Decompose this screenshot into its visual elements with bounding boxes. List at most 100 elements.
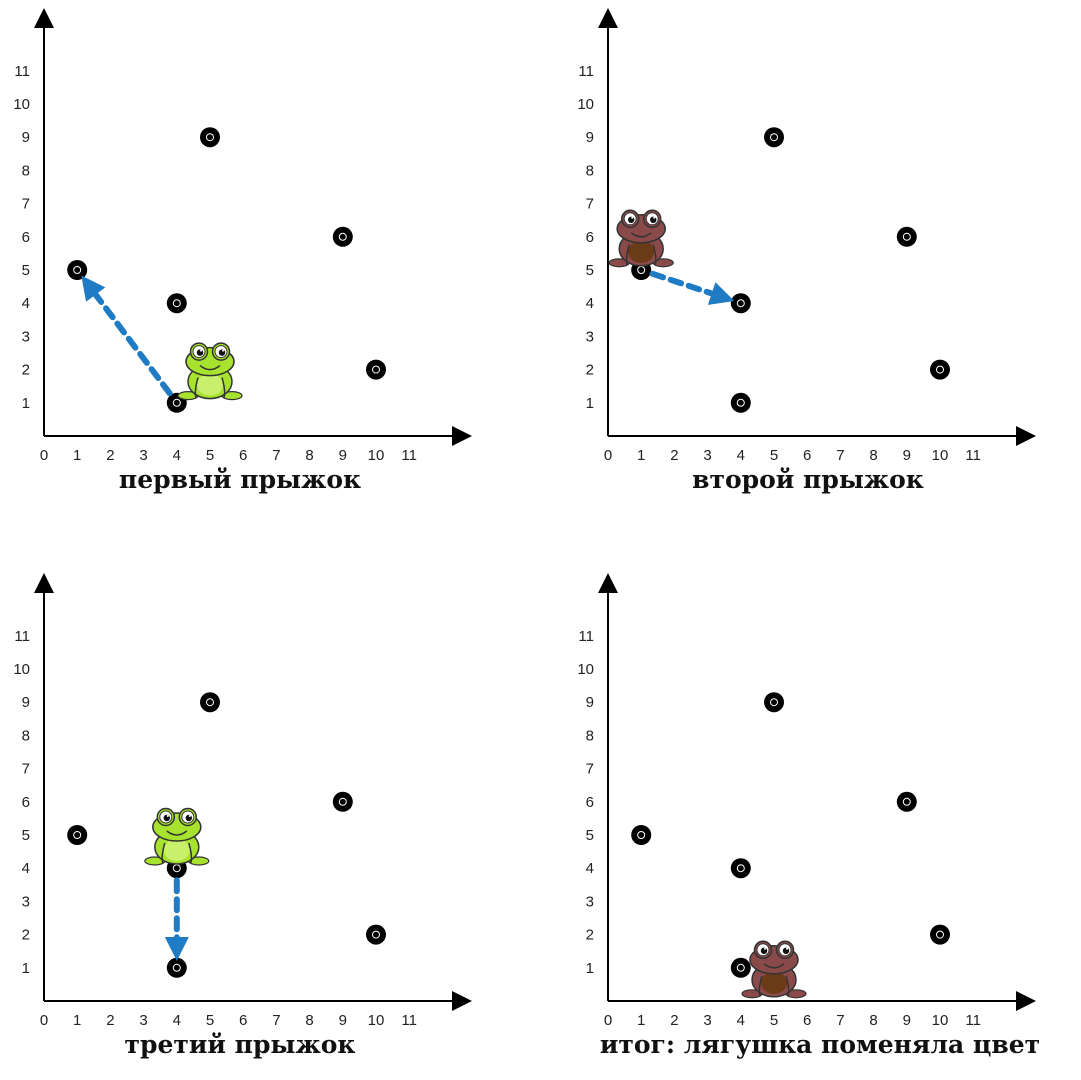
x-tick-label: 9 [903, 1012, 911, 1029]
panel-caption: второй прыжок [692, 465, 924, 494]
x-tick-label: 10 [368, 447, 385, 464]
data-point [166, 293, 187, 314]
x-tick-label: 10 [932, 1012, 949, 1029]
y-tick-label: 2 [586, 362, 594, 379]
y-tick-label: 4 [22, 860, 30, 877]
x-tick-label: 0 [604, 447, 612, 464]
y-tick-label: 4 [22, 295, 30, 312]
data-point [764, 692, 784, 713]
data-point [200, 127, 220, 148]
panel-caption: первый прыжок [119, 465, 361, 494]
x-tick-label: 9 [903, 447, 911, 464]
y-tick-label: 10 [13, 96, 30, 113]
y-tick-label: 5 [22, 827, 30, 844]
data-point [200, 692, 220, 713]
x-tick-label: 3 [139, 1012, 147, 1029]
data-point [730, 858, 751, 879]
data-point [764, 127, 784, 148]
x-tick-label: 0 [40, 1012, 48, 1029]
data-point [366, 359, 386, 380]
x-tick-label: 4 [173, 1012, 181, 1029]
data-point [896, 226, 917, 247]
data-point [930, 359, 950, 380]
x-tick-label: 6 [803, 1012, 811, 1029]
data-point [730, 293, 751, 314]
x-tick-label: 7 [272, 1012, 280, 1029]
data-point [366, 924, 386, 945]
x-tick-label: 1 [73, 1012, 81, 1029]
data-point [332, 791, 353, 812]
x-tick-label: 9 [339, 1012, 347, 1029]
y-tick-label: 8 [586, 162, 594, 179]
y-tick-label: 2 [586, 927, 594, 944]
x-tick-label: 10 [932, 447, 949, 464]
y-tick-label: 9 [22, 129, 30, 146]
data-point [166, 957, 187, 978]
x-tick-label: 4 [737, 447, 745, 464]
y-tick-label: 5 [586, 262, 594, 279]
y-tick-label: 11 [578, 628, 594, 645]
y-tick-label: 8 [22, 162, 30, 179]
data-point [730, 957, 751, 978]
x-tick-label: 11 [965, 1012, 981, 1029]
y-tick-label: 6 [586, 229, 594, 246]
y-tick-label: 10 [577, 661, 594, 678]
brown-frog-icon [608, 209, 674, 268]
x-tick-label: 5 [770, 447, 778, 464]
green-frog-icon [144, 807, 210, 866]
x-tick-label: 6 [803, 447, 811, 464]
x-tick-label: 5 [770, 1012, 778, 1029]
x-tick-label: 8 [305, 1012, 313, 1029]
panel-caption: третий прыжок [125, 1030, 356, 1059]
x-tick-label: 1 [637, 447, 645, 464]
x-tick-label: 5 [206, 447, 214, 464]
y-tick-label: 1 [22, 960, 30, 977]
green-frog-icon [177, 342, 243, 401]
x-tick-label: 4 [173, 447, 181, 464]
y-tick-label: 4 [586, 860, 594, 877]
x-tick-label: 3 [139, 447, 147, 464]
data-point [332, 226, 353, 247]
x-tick-label: 3 [703, 1012, 711, 1029]
y-tick-label: 6 [22, 794, 30, 811]
x-tick-label: 7 [836, 1012, 844, 1029]
x-tick-label: 0 [40, 447, 48, 464]
data-point [930, 924, 950, 945]
x-tick-label: 8 [869, 447, 877, 464]
y-tick-label: 6 [586, 794, 594, 811]
y-tick-label: 10 [13, 661, 30, 678]
data-point [896, 791, 917, 812]
y-tick-label: 1 [586, 395, 594, 412]
jump-arrow [649, 270, 735, 305]
y-tick-label: 8 [22, 727, 30, 744]
y-tick-label: 7 [586, 761, 594, 778]
x-tick-label: 2 [670, 1012, 678, 1029]
y-tick-label: 1 [586, 960, 594, 977]
panel-caption: итог: лягушка поменяла цвет [600, 1030, 1040, 1059]
jump-arrow [81, 275, 173, 397]
y-tick-label: 3 [22, 893, 30, 910]
x-tick-label: 7 [836, 447, 844, 464]
y-tick-label: 8 [586, 727, 594, 744]
y-tick-label: 10 [577, 96, 594, 113]
x-tick-label: 7 [272, 447, 280, 464]
y-tick-label: 11 [14, 63, 30, 80]
x-tick-label: 2 [106, 1012, 114, 1029]
y-tick-label: 9 [586, 129, 594, 146]
y-tick-label: 3 [586, 328, 594, 345]
x-tick-label: 1 [637, 1012, 645, 1029]
brown-frog-icon [741, 940, 807, 999]
data-point [631, 825, 652, 845]
x-tick-label: 6 [239, 1012, 247, 1029]
x-tick-label: 4 [737, 1012, 745, 1029]
y-tick-label: 4 [586, 295, 594, 312]
y-tick-label: 5 [22, 262, 30, 279]
y-tick-label: 7 [586, 196, 594, 213]
y-tick-label: 3 [586, 893, 594, 910]
data-point [67, 260, 88, 280]
y-tick-label: 7 [22, 761, 30, 778]
x-tick-label: 11 [401, 447, 417, 464]
